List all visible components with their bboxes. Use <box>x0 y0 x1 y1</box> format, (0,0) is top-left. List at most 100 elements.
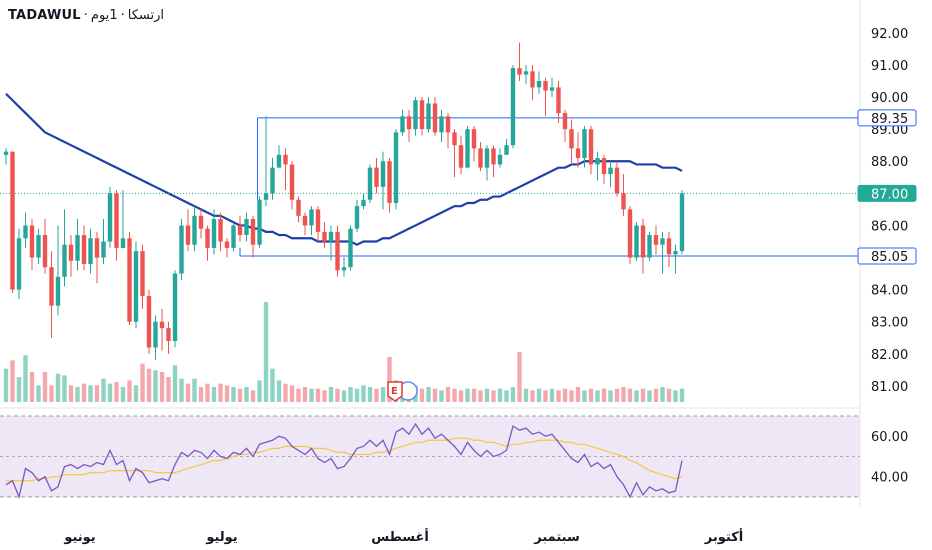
volume-bar <box>608 390 613 402</box>
volume-bar <box>153 370 158 402</box>
candle <box>55 225 61 316</box>
candle-body <box>497 154 503 165</box>
candle <box>569 119 574 165</box>
volume-bar <box>374 388 379 402</box>
volume-bar <box>543 390 548 402</box>
volume-bar <box>666 388 672 402</box>
candle-body <box>94 238 100 258</box>
candle-body <box>270 167 275 194</box>
time-tick-label: سبتمبر <box>533 530 580 545</box>
candle-body <box>315 209 321 232</box>
candle <box>406 109 412 142</box>
candle-body <box>211 219 217 248</box>
candle-body <box>185 225 191 245</box>
volume-bar <box>68 385 74 402</box>
volume-bar <box>192 378 197 402</box>
candle-body <box>419 100 425 130</box>
candle-body <box>166 328 171 342</box>
candle <box>224 238 230 258</box>
volume-bar <box>556 390 561 402</box>
rsi-tick-label: 60.00 <box>871 430 908 445</box>
volume-bar <box>614 388 620 402</box>
volume-bar <box>634 390 639 402</box>
candle <box>120 190 126 248</box>
candle <box>478 141 483 171</box>
candle-body <box>296 199 301 216</box>
candle <box>146 289 152 354</box>
volume-bar <box>419 388 425 402</box>
candle <box>491 145 496 178</box>
candle <box>16 228 22 300</box>
earnings-event-icon[interactable]: E <box>387 381 418 402</box>
candle-body <box>263 193 269 200</box>
time-axis: يونيو يوليو أغسطس سبتمبر أكتوبر <box>63 528 743 545</box>
candle-body <box>36 235 41 258</box>
candle-body <box>452 132 457 146</box>
price-tick-label: 83.00 <box>871 316 908 331</box>
candle <box>647 231 652 261</box>
candle <box>81 225 87 271</box>
candle <box>374 158 379 194</box>
volume-bar <box>367 387 373 402</box>
candle-body <box>283 154 288 165</box>
candle-body <box>146 296 152 348</box>
candle <box>400 109 405 136</box>
rsi-line <box>5 422 683 500</box>
candle <box>595 151 600 181</box>
candle-body <box>523 71 529 75</box>
candle-body <box>172 273 178 342</box>
candle <box>231 222 236 252</box>
candle-body <box>471 129 477 149</box>
candle-body <box>179 225 184 274</box>
candle <box>432 97 438 136</box>
candle <box>341 257 347 277</box>
candle <box>393 129 399 210</box>
candle-body <box>582 129 587 159</box>
candle <box>588 125 594 175</box>
volume-bar <box>341 390 347 402</box>
volume-bar <box>16 377 22 402</box>
candle <box>192 206 197 252</box>
volume-bar <box>36 385 41 402</box>
candle-body <box>439 116 444 133</box>
candle <box>465 125 470 168</box>
candle <box>302 212 308 236</box>
volume-bar <box>673 390 678 402</box>
candle-body <box>406 116 412 130</box>
time-tick-label: يونيو <box>63 530 95 545</box>
volume-bar <box>166 377 171 402</box>
candle-body <box>348 228 353 268</box>
volume-bar <box>250 390 256 402</box>
volume-bar <box>244 387 249 402</box>
price-tick-label: 92.00 <box>871 27 908 42</box>
price-tick-label: 90.00 <box>871 91 908 106</box>
volume-bar <box>257 380 262 402</box>
candle <box>133 241 139 329</box>
candle-body <box>413 100 418 130</box>
volume-bar <box>510 387 516 402</box>
candle <box>3 148 9 165</box>
volume-bar <box>29 372 35 402</box>
candle-body <box>55 276 61 306</box>
candle-body <box>653 235 659 245</box>
candle <box>101 219 106 264</box>
volume-bar <box>81 383 87 402</box>
volume-bar <box>530 390 535 402</box>
volume-bar <box>55 373 61 402</box>
candle-body <box>62 244 67 277</box>
candle <box>562 109 568 142</box>
candle-body <box>673 251 678 255</box>
volume-bar <box>270 368 275 402</box>
candle-body <box>218 219 223 242</box>
last-price-tag: 87.00 <box>857 184 917 202</box>
candle <box>263 116 269 207</box>
volume-bar <box>75 387 80 402</box>
candle-body <box>679 193 685 252</box>
candle-body <box>595 158 600 165</box>
candle-body <box>81 235 87 264</box>
candle-body <box>491 148 496 165</box>
candle <box>172 270 178 348</box>
candle <box>179 219 184 281</box>
volume-bar <box>621 387 626 402</box>
